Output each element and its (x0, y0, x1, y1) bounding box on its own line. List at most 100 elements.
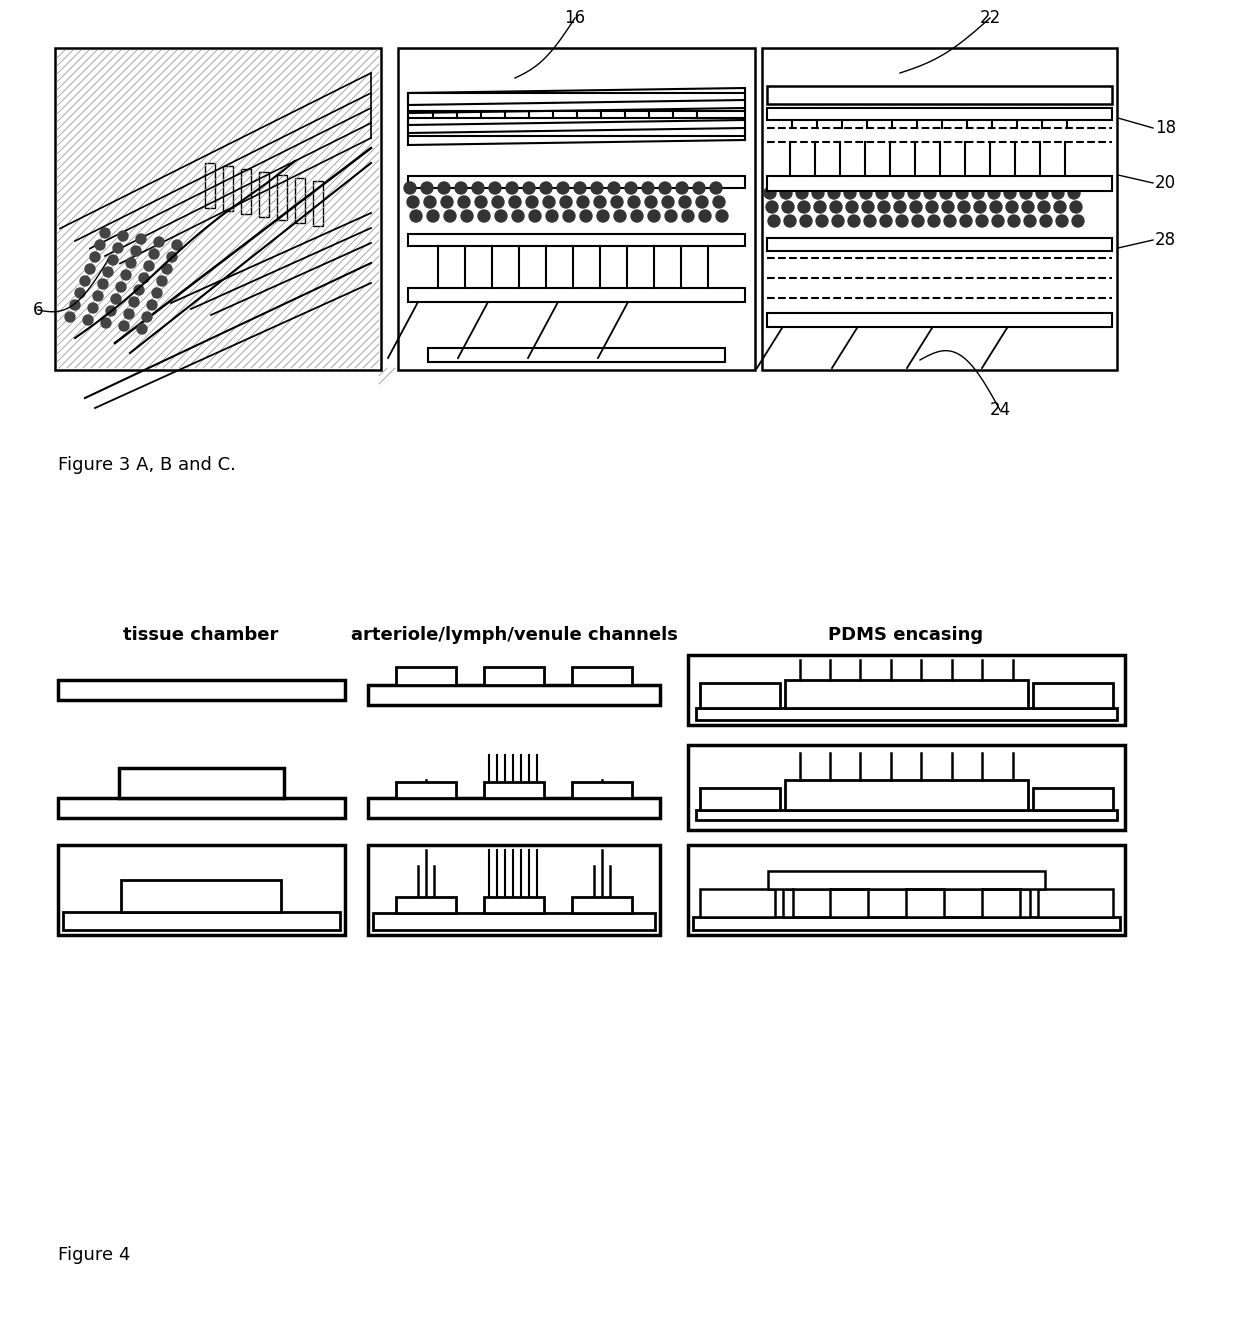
Bar (768, 86, 1112, 104)
Circle shape (131, 246, 141, 256)
Circle shape (424, 195, 436, 208)
Circle shape (113, 242, 123, 253)
Circle shape (1052, 187, 1064, 200)
Circle shape (495, 210, 507, 222)
Circle shape (139, 273, 149, 283)
Circle shape (924, 187, 936, 200)
Circle shape (766, 201, 777, 213)
Circle shape (844, 187, 856, 200)
Circle shape (136, 234, 146, 244)
Bar (572, 782, 632, 798)
Circle shape (143, 312, 153, 321)
Circle shape (129, 297, 139, 307)
Circle shape (832, 216, 844, 228)
Circle shape (631, 210, 644, 222)
Bar (55, 48, 381, 370)
Circle shape (816, 216, 828, 228)
Bar (701, 683, 780, 708)
Circle shape (560, 195, 572, 208)
Circle shape (782, 201, 794, 213)
Circle shape (614, 210, 626, 222)
Circle shape (1038, 201, 1050, 213)
Circle shape (506, 182, 518, 194)
Bar (408, 92, 745, 111)
Circle shape (118, 232, 128, 241)
Bar (768, 870, 1045, 889)
Circle shape (404, 182, 415, 194)
Bar (368, 686, 660, 706)
Bar (484, 897, 544, 913)
Bar (259, 171, 269, 217)
Bar (408, 234, 745, 246)
Circle shape (157, 276, 167, 287)
Bar (1033, 683, 1114, 708)
Circle shape (972, 187, 985, 200)
Circle shape (880, 216, 892, 228)
Circle shape (812, 187, 825, 200)
Circle shape (167, 252, 177, 262)
Circle shape (940, 187, 952, 200)
Circle shape (88, 303, 98, 313)
Text: 24: 24 (990, 400, 1011, 419)
Circle shape (800, 216, 812, 228)
Circle shape (95, 240, 105, 250)
Circle shape (676, 182, 688, 194)
Bar (396, 782, 456, 798)
Circle shape (973, 201, 986, 213)
Circle shape (813, 201, 826, 213)
Bar (768, 313, 1112, 327)
Circle shape (988, 187, 999, 200)
Text: arteriole/lymph/venule channels: arteriole/lymph/venule channels (351, 627, 677, 644)
Circle shape (546, 210, 558, 222)
Bar (396, 667, 456, 686)
Circle shape (956, 187, 968, 200)
Circle shape (861, 187, 872, 200)
Circle shape (91, 252, 100, 262)
Circle shape (98, 279, 108, 289)
Circle shape (591, 182, 603, 194)
Circle shape (444, 210, 456, 222)
Text: Figure 4: Figure 4 (58, 1247, 130, 1264)
Bar (572, 667, 632, 686)
Bar (223, 166, 233, 212)
Circle shape (148, 300, 157, 311)
Circle shape (894, 201, 906, 213)
Circle shape (1068, 187, 1080, 200)
Bar (119, 769, 284, 798)
Bar (1033, 787, 1114, 810)
Circle shape (523, 182, 534, 194)
Circle shape (944, 216, 956, 228)
Circle shape (848, 216, 861, 228)
Text: tissue chamber: tissue chamber (123, 627, 279, 644)
Bar (484, 782, 544, 798)
Circle shape (477, 210, 490, 222)
Bar (701, 889, 775, 917)
Circle shape (976, 216, 988, 228)
Circle shape (680, 195, 691, 208)
Circle shape (693, 182, 706, 194)
Text: 22: 22 (980, 9, 1001, 27)
Bar (368, 798, 660, 818)
Circle shape (149, 249, 159, 258)
Bar (782, 889, 1030, 917)
Text: 28: 28 (1154, 232, 1176, 249)
Circle shape (86, 264, 95, 274)
Circle shape (959, 201, 970, 213)
Bar (688, 655, 1125, 724)
Bar (373, 913, 655, 931)
Circle shape (611, 195, 622, 208)
Bar (701, 787, 780, 810)
Bar (688, 744, 1125, 830)
Circle shape (154, 237, 164, 246)
Circle shape (512, 210, 525, 222)
Circle shape (93, 291, 103, 301)
Circle shape (455, 182, 467, 194)
Circle shape (489, 182, 501, 194)
Circle shape (1006, 201, 1018, 213)
Circle shape (992, 216, 1004, 228)
Circle shape (124, 309, 134, 319)
Circle shape (796, 187, 808, 200)
Circle shape (715, 210, 728, 222)
Circle shape (529, 210, 541, 222)
Circle shape (1008, 216, 1021, 228)
